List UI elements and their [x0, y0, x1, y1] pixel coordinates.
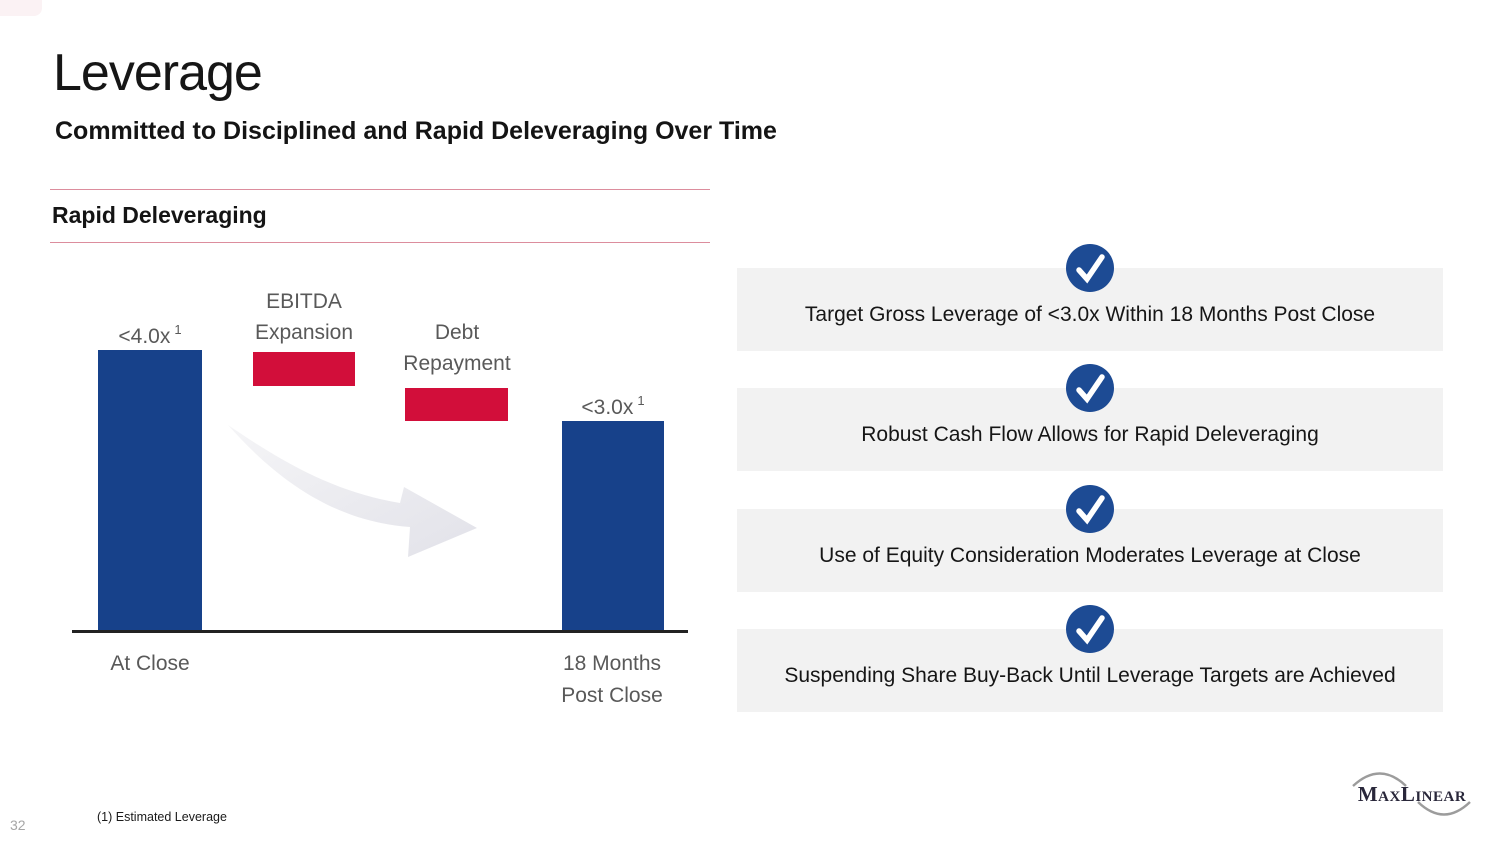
page-title: Leverage — [53, 44, 263, 102]
checklist-item-text: Use of Equity Consideration Moderates Le… — [819, 543, 1361, 567]
page-subtitle: Committed to Disciplined and Rapid Delev… — [55, 117, 777, 145]
debt-repayment-label: Debt Repayment — [403, 321, 511, 375]
bar-at-close — [98, 350, 202, 631]
checklist-row: Use of Equity Consideration Moderates Le… — [737, 509, 1443, 592]
bar-post-close-value-label: <3.0x 1 — [542, 385, 684, 423]
bar-debt-repayment — [405, 388, 508, 421]
x-label-at-close: At Close — [110, 652, 190, 675]
footnote-ref: 1 — [174, 322, 182, 337]
maxlinear-logo: MaxLinear — [1337, 760, 1487, 824]
bar-at-close-value: <4.0x — [118, 325, 171, 348]
logo-arcs-icon — [1352, 772, 1471, 816]
check-circle-icon — [1066, 485, 1114, 533]
x-label-post-close: 18 Months Post Close — [561, 652, 663, 707]
page-number: 32 — [10, 817, 26, 833]
section-heading: Rapid Deleveraging — [52, 202, 267, 228]
ebitda-expansion-label: EBITDA Expansion — [254, 290, 354, 344]
check-circle-icon — [1066, 605, 1114, 653]
deleveraging-arrow-icon — [228, 425, 477, 557]
checklist-item-text: Robust Cash Flow Allows for Rapid Deleve… — [861, 422, 1319, 446]
logo-wordmark: MaxLinear — [1357, 782, 1467, 806]
footnote-ref: 1 — [637, 393, 645, 408]
x-axis-line — [72, 630, 688, 633]
bar-post-close-value: <3.0x — [581, 396, 634, 419]
bar-post-close — [562, 421, 664, 631]
bar-at-close-value-label: <4.0x 1 — [78, 314, 222, 352]
footnote: (1) Estimated Leverage — [97, 810, 227, 824]
check-circle-icon — [1066, 244, 1114, 292]
section-divider-bottom — [50, 242, 710, 243]
corner-decoration — [0, 0, 42, 16]
checklist-item-text: Target Gross Leverage of <3.0x Within 18… — [804, 302, 1376, 326]
checklist-item-text: Suspending Share Buy-Back Until Leverage… — [784, 663, 1396, 687]
check-circle-icon — [1066, 364, 1114, 412]
section-divider-top — [50, 189, 710, 190]
bar-ebitda-expansion — [253, 352, 355, 386]
